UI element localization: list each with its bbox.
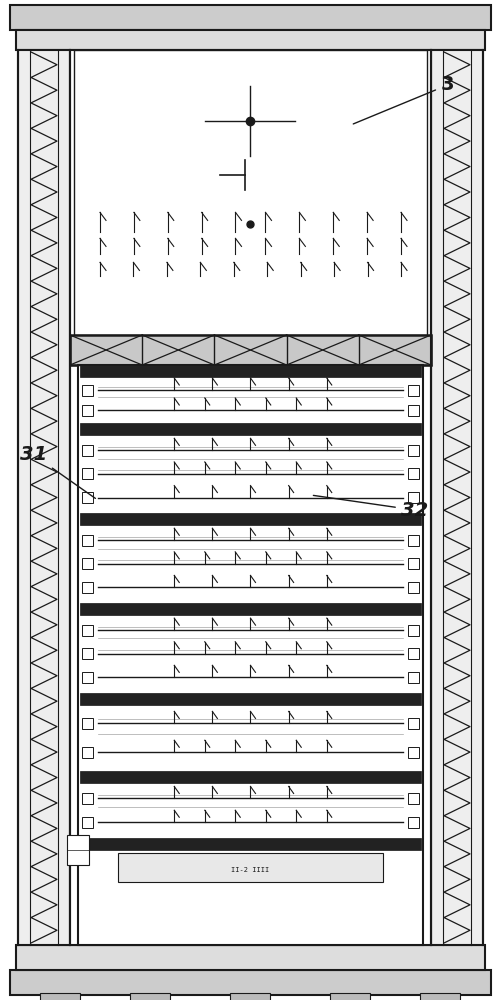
Bar (82, 492, 93, 503)
Bar (82, 747, 93, 758)
Bar (70, 50, 431, 945)
Bar (408, 404, 419, 416)
Bar (408, 793, 419, 804)
Bar (80, 365, 421, 377)
Bar (82, 672, 93, 683)
Bar (408, 535, 419, 546)
Bar (18, 50, 70, 945)
Bar (330, 993, 370, 1000)
Bar (16, 945, 485, 970)
Text: 3: 3 (353, 76, 454, 124)
Bar (82, 718, 93, 729)
Bar (408, 582, 419, 593)
Bar (80, 771, 421, 783)
Bar (78, 365, 423, 945)
Bar (82, 625, 93, 636)
Bar (80, 513, 421, 525)
Bar (40, 993, 80, 1000)
Bar (67, 835, 89, 865)
Bar (431, 50, 483, 945)
Bar (82, 468, 93, 479)
Bar (408, 492, 419, 503)
Bar (408, 817, 419, 828)
Bar (408, 558, 419, 569)
Bar (82, 817, 93, 828)
Bar (82, 384, 93, 395)
Text: 32: 32 (313, 495, 428, 520)
Bar (80, 693, 421, 705)
Bar (420, 993, 460, 1000)
Bar (74, 50, 427, 335)
Bar (82, 535, 93, 546)
Bar (80, 838, 421, 850)
Bar (80, 423, 421, 435)
Bar (408, 747, 419, 758)
Bar (82, 404, 93, 416)
Bar (408, 648, 419, 659)
Bar (16, 30, 485, 50)
Bar (408, 445, 419, 456)
Bar (408, 672, 419, 683)
Bar (408, 468, 419, 479)
Bar (408, 384, 419, 395)
Bar (408, 625, 419, 636)
Bar (130, 993, 170, 1000)
Text: II-2 IIII: II-2 IIII (231, 867, 270, 873)
Bar (230, 993, 270, 1000)
Bar (82, 648, 93, 659)
Bar (70, 335, 431, 365)
Bar (10, 5, 491, 30)
Bar (408, 718, 419, 729)
Bar (82, 445, 93, 456)
Bar (82, 793, 93, 804)
Bar (82, 558, 93, 569)
Bar (10, 970, 491, 995)
Bar (118, 853, 383, 882)
Text: 31: 31 (20, 446, 95, 498)
Bar (80, 603, 421, 615)
Bar (82, 582, 93, 593)
